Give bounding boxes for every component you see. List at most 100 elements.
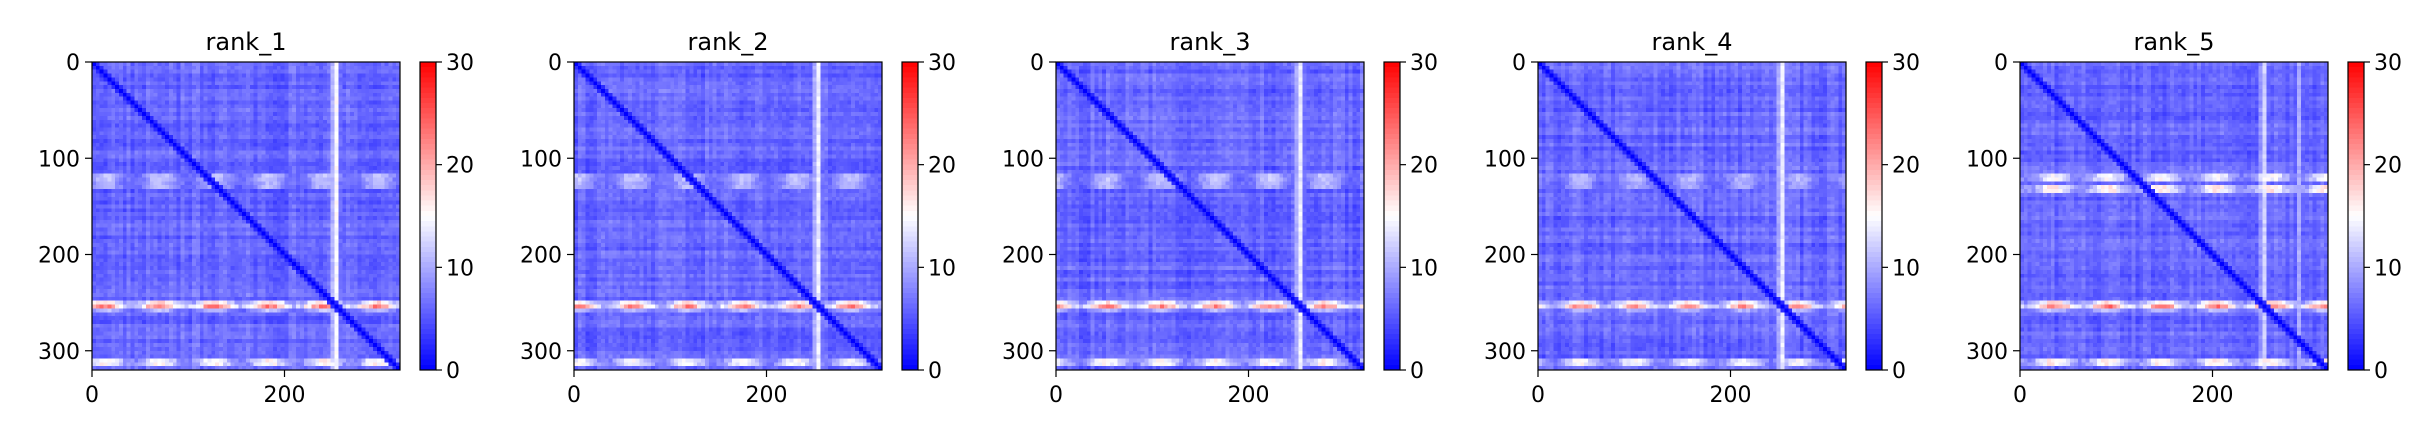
heatmap-cell <box>154 124 158 128</box>
heatmap-cell <box>365 266 369 270</box>
heatmap-cell <box>177 208 181 212</box>
heatmap-cell <box>169 281 173 285</box>
heatmap-cell <box>335 66 339 70</box>
heatmap-cell <box>219 112 223 116</box>
heatmap-cell <box>150 189 154 193</box>
heatmap-cell <box>177 258 181 262</box>
heatmap-cell <box>327 154 331 158</box>
heatmap-cell <box>196 197 200 201</box>
heatmap-cell <box>196 70 200 74</box>
heatmap-cell <box>358 224 362 228</box>
heatmap-cell <box>319 266 323 270</box>
heatmap-cell <box>165 301 169 305</box>
heatmap-cell <box>131 93 135 97</box>
heatmap-cell <box>300 77 304 81</box>
heatmap-cell <box>281 293 285 297</box>
heatmap-cell <box>342 239 346 243</box>
heatmap-cell <box>173 208 177 212</box>
heatmap-cell <box>134 181 138 185</box>
heatmap-cell <box>227 139 231 143</box>
heatmap-cell <box>211 251 215 255</box>
heatmap-cell <box>277 93 281 97</box>
heatmap-cell <box>265 235 269 239</box>
heatmap-cell <box>208 151 212 155</box>
heatmap-cell <box>354 293 358 297</box>
heatmap-cell <box>134 270 138 274</box>
heatmap-cell <box>200 266 204 270</box>
heatmap-cell <box>288 239 292 243</box>
heatmap-cell <box>134 185 138 189</box>
heatmap-cell <box>250 255 254 259</box>
heatmap-cell <box>146 216 150 220</box>
heatmap-cell <box>196 235 200 239</box>
heatmap-cell <box>146 85 150 89</box>
heatmap-cell <box>342 74 346 78</box>
heatmap-cell <box>281 158 285 162</box>
heatmap-cell <box>362 266 366 270</box>
heatmap-cell <box>346 193 350 197</box>
heatmap-cell <box>292 70 296 74</box>
heatmap-cell <box>200 297 204 301</box>
heatmap-cell <box>385 89 389 93</box>
heatmap-cell <box>365 81 369 85</box>
heatmap-cell <box>204 293 208 297</box>
heatmap-cell <box>96 224 100 228</box>
heatmap-cell <box>200 131 204 135</box>
heatmap-cell <box>238 278 242 282</box>
heatmap-cell <box>273 70 277 74</box>
heatmap-cell <box>265 289 269 293</box>
heatmap-cell <box>250 104 254 108</box>
heatmap-cell <box>292 251 296 255</box>
heatmap-cell <box>223 66 227 70</box>
heatmap-cell <box>323 247 327 251</box>
heatmap-cell <box>250 178 254 182</box>
heatmap-cell <box>204 247 208 251</box>
heatmap-cell <box>115 189 119 193</box>
heatmap-cell <box>138 228 142 232</box>
heatmap-cell <box>104 239 108 243</box>
heatmap-cell <box>157 216 161 220</box>
heatmap-cell <box>362 251 366 255</box>
heatmap-cell <box>254 293 258 297</box>
heatmap-cell <box>211 62 215 66</box>
heatmap-cell <box>273 178 277 182</box>
heatmap-cell <box>381 81 385 85</box>
heatmap-cell <box>204 285 208 289</box>
heatmap-cell <box>107 235 111 239</box>
heatmap-cell <box>92 258 96 262</box>
heatmap-cell <box>392 89 396 93</box>
heatmap-cell <box>100 185 104 189</box>
heatmap-cell <box>208 247 212 251</box>
heatmap-cell <box>181 274 185 278</box>
heatmap-cell <box>281 258 285 262</box>
heatmap-cell <box>165 81 169 85</box>
heatmap-cell <box>346 251 350 255</box>
heatmap-cell <box>365 74 369 78</box>
heatmap-cell <box>392 143 396 147</box>
heatmap-cell <box>92 116 96 120</box>
heatmap-cell <box>142 201 146 205</box>
heatmap-cell <box>181 174 185 178</box>
heatmap-cell <box>281 220 285 224</box>
heatmap-cell <box>365 239 369 243</box>
heatmap-cell <box>107 147 111 151</box>
heatmap-cell <box>208 204 212 208</box>
heatmap-cell <box>181 93 185 97</box>
heatmap-cell <box>327 274 331 278</box>
heatmap-cell <box>146 174 150 178</box>
heatmap-cell <box>138 197 142 201</box>
heatmap-cell <box>150 108 154 112</box>
heatmap-cell <box>181 289 185 293</box>
heatmap-cell <box>115 220 119 224</box>
heatmap-cell <box>385 204 389 208</box>
heatmap-cell <box>150 258 154 262</box>
heatmap-cell <box>381 178 385 182</box>
heatmap-cell <box>223 212 227 216</box>
heatmap-cell <box>173 258 177 262</box>
heatmap-cell <box>211 112 215 116</box>
heatmap-cell <box>246 131 250 135</box>
heatmap-cell <box>250 189 254 193</box>
heatmap-cell <box>335 281 339 285</box>
heatmap-cell <box>238 220 242 224</box>
heatmap-cell <box>385 216 389 220</box>
